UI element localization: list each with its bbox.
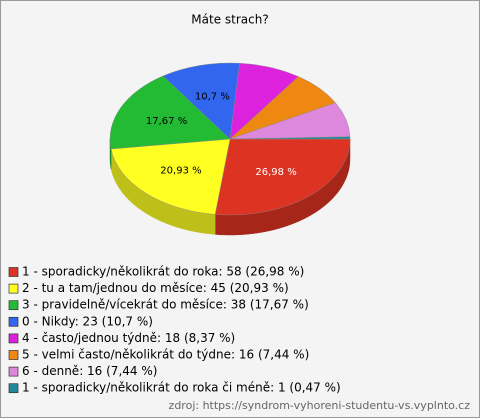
- slice-label: 17,67 %: [146, 116, 187, 127]
- source: zdroj: https://syndrom-vyhoreni-studentu…: [169, 399, 471, 412]
- slice: [229, 136, 351, 140]
- legend-swatch: [8, 350, 19, 360]
- slice: [162, 62, 240, 140]
- slice-label: 20,93 %: [160, 165, 201, 176]
- legend-swatch: [8, 267, 19, 277]
- legend-swatch: [8, 366, 19, 377]
- legend-label: 2 - tu a tam/jednou do měsíce: 45 (20,93…: [22, 281, 289, 295]
- legend-label: 1 - sporadicky/několikrát do roka či mén…: [22, 381, 341, 395]
- legend-label: 0 - Nikdy: 23 (10,7 %): [22, 314, 153, 328]
- legend-label: 4 - často/jednou týdně: 18 (8,37 %): [22, 331, 235, 345]
- chart-title: Máte strach?: [191, 13, 268, 27]
- legend-swatch: [8, 283, 19, 294]
- legend-label: 3 - pravidelně/vícekrát do měsíce: 38 (1…: [22, 298, 309, 312]
- slice-label: 26,98 %: [255, 167, 296, 178]
- legend-swatch: [8, 316, 19, 327]
- legend-swatch: [8, 383, 19, 394]
- slice: [109, 75, 231, 150]
- legend-label: 5 - velmi často/několikrát do týdne: 16 …: [22, 348, 309, 362]
- legend-swatch: [8, 333, 19, 344]
- legend-label: 6 - denně: 16 (7,44 %): [22, 364, 157, 378]
- slice: [214, 138, 351, 216]
- slice-label: 10,7 %: [195, 91, 230, 102]
- legend-label: 1 - sporadicky/několikrát do roka: 58 (2…: [22, 265, 304, 279]
- legend-swatch: [8, 300, 19, 311]
- slice: [110, 138, 231, 215]
